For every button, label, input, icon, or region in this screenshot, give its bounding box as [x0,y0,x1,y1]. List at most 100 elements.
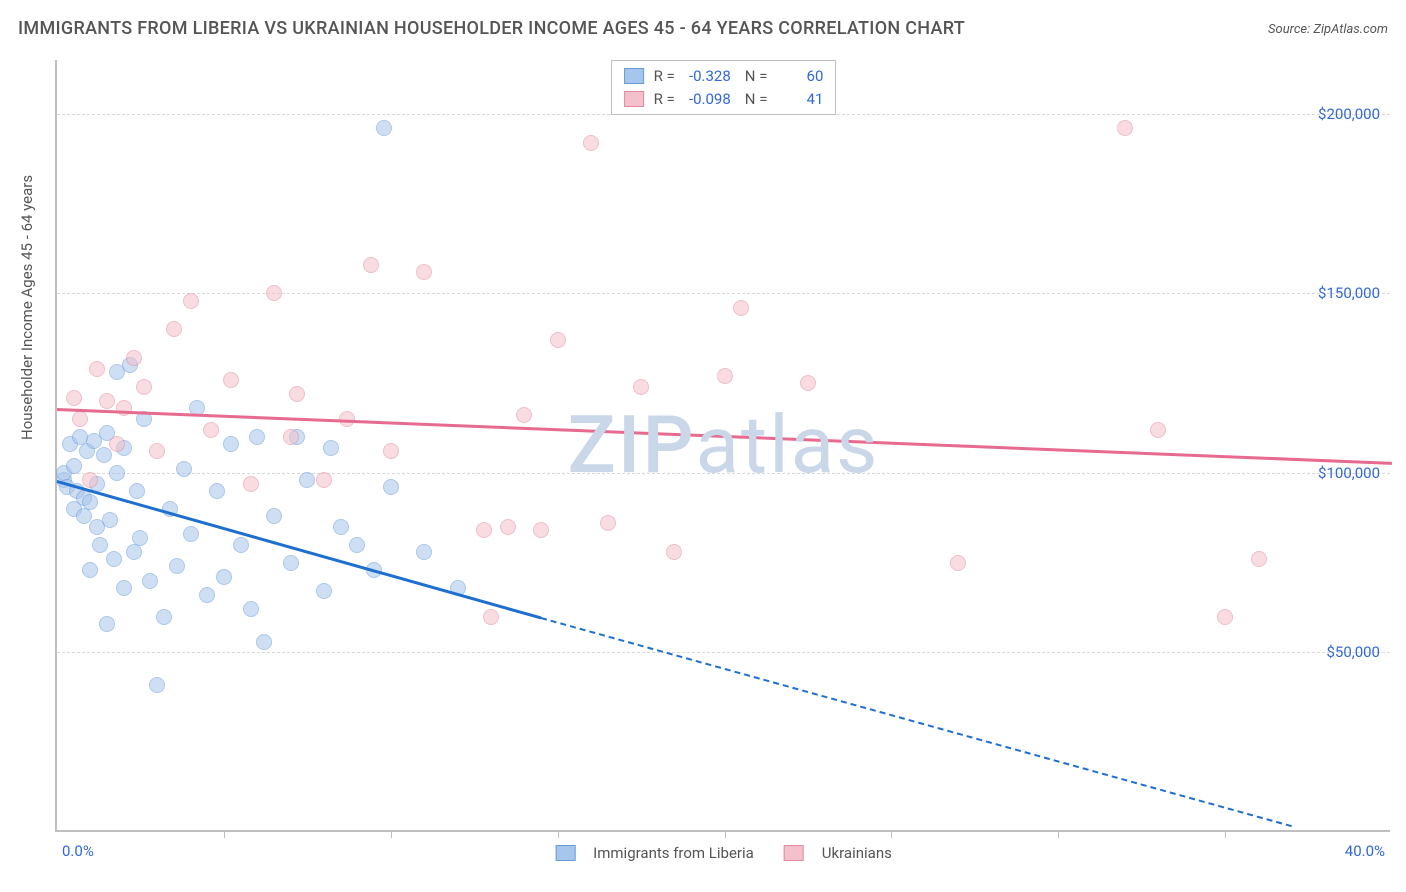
x-tick [224,830,225,838]
y-tick-label: $200,000 [1318,105,1380,123]
data-point [1117,120,1133,136]
data-point [1251,551,1267,567]
data-point [89,361,105,377]
series-label-liberia: Immigrants from Liberia [593,844,754,862]
y-tick-label: $100,000 [1318,464,1380,482]
x-axis-min-label: 0.0% [62,842,94,860]
data-point [633,379,649,395]
data-point [116,400,132,416]
watermark: ZIPatlas [568,398,880,492]
data-point [102,512,118,528]
scatter-plot-area: R = -0.328 N = 60 R = -0.098 N = 41 ZIPa… [55,60,1390,832]
n-label: N = [745,88,768,111]
data-point [142,573,158,589]
correlation-legend: R = -0.328 N = 60 R = -0.098 N = 41 [611,60,837,115]
data-point [266,285,282,301]
data-point [717,368,733,384]
x-tick [1058,830,1059,838]
data-point [82,562,98,578]
data-point [82,472,98,488]
legend-item-ukrainians: Ukrainians [784,844,892,862]
data-point [383,479,399,495]
n-value-ukrainians: 41 [773,88,823,111]
data-point [109,436,125,452]
series-legend: Immigrants from Liberia Ukrainians [555,844,892,862]
chart-title: IMMIGRANTS FROM LIBERIA VS UKRAINIAN HOU… [18,18,965,39]
data-point [109,465,125,481]
data-point [66,390,82,406]
data-point [323,440,339,456]
data-point [169,558,185,574]
x-tick [725,830,726,838]
data-point [66,458,82,474]
data-point [283,555,299,571]
y-tick-label: $50,000 [1326,643,1380,661]
data-point [223,436,239,452]
data-point [216,569,232,585]
data-point [136,379,152,395]
gridline-h [57,652,1390,653]
data-point [149,677,165,693]
data-point [243,476,259,492]
x-tick [891,830,892,838]
data-point [249,429,265,445]
data-point [516,407,532,423]
data-point [99,393,115,409]
data-point [363,257,379,273]
data-point [666,544,682,560]
swatch-liberia [624,68,644,84]
data-point [500,519,516,535]
data-point [233,537,249,553]
data-point [1217,609,1233,625]
data-point [283,429,299,445]
data-point [349,537,365,553]
x-tick [1225,830,1226,838]
data-point [176,461,192,477]
data-point [156,609,172,625]
data-point [92,537,108,553]
data-point [299,472,315,488]
data-point [199,587,215,603]
data-point [476,522,492,538]
data-point [533,522,549,538]
data-point [96,447,112,463]
data-point [126,350,142,366]
r-value-liberia: -0.328 [681,65,731,88]
data-point [416,544,432,560]
data-point [733,300,749,316]
legend-row-ukrainians: R = -0.098 N = 41 [624,88,824,111]
data-point [333,519,349,535]
n-label: N = [745,65,768,88]
data-point [600,515,616,531]
swatch-liberia [555,845,575,861]
x-tick [391,830,392,838]
n-value-liberia: 60 [773,65,823,88]
gridline-h [57,473,1390,474]
trendline-extrapolated [541,617,1292,827]
data-point [82,494,98,510]
data-point [72,411,88,427]
data-point [383,443,399,459]
data-point [99,616,115,632]
data-point [106,551,122,567]
legend-item-liberia: Immigrants from Liberia [555,844,754,862]
gridline-h [57,293,1390,294]
data-point [116,580,132,596]
data-point [316,583,332,599]
r-label: R = [654,88,675,111]
data-point [800,375,816,391]
data-point [183,293,199,309]
data-point [126,544,142,560]
data-point [483,609,499,625]
swatch-ukrainians [784,845,804,861]
y-axis-title: Householder Income Ages 45 - 64 years [18,175,36,440]
r-value-ukrainians: -0.098 [681,88,731,111]
data-point [416,264,432,280]
series-label-ukrainians: Ukrainians [822,844,892,862]
data-point [132,530,148,546]
x-axis-max-label: 40.0% [1345,842,1385,860]
data-point [256,634,272,650]
data-point [376,120,392,136]
swatch-ukrainians [624,91,644,107]
data-point [209,483,225,499]
